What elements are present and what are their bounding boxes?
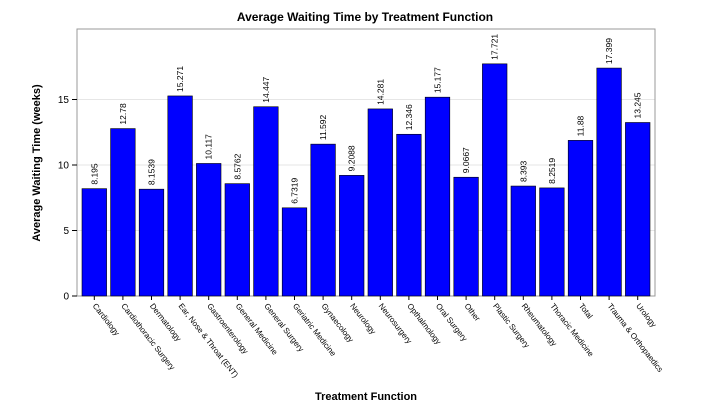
bar [339, 175, 365, 297]
bar [625, 122, 651, 297]
bar [138, 188, 165, 297]
data-label: 11.592 [318, 115, 328, 141]
x-tick-label: Ear, Nose & Throat (ENT) [177, 302, 241, 380]
x-tick-label: Cardiology [91, 302, 122, 338]
bar [196, 163, 222, 297]
bar [567, 140, 594, 297]
data-label: 14.447 [261, 76, 271, 102]
chart-title: Average Waiting Time by Treatment Functi… [237, 10, 493, 24]
data-label: 8.2519 [547, 158, 557, 184]
data-label: 13.245 [633, 92, 643, 118]
y-axis: 0 5 10 15 [58, 95, 77, 303]
bar [510, 185, 536, 297]
data-label: 14.281 [375, 79, 385, 105]
data-label: 9.0667 [461, 147, 471, 173]
data-label: 15.271 [175, 66, 185, 92]
bar [224, 183, 250, 297]
data-label: 15.177 [433, 67, 443, 93]
bar [81, 188, 107, 297]
data-label: 11.88 [576, 115, 586, 136]
data-label: 17.399 [604, 38, 614, 64]
x-tick-label: Other [463, 302, 483, 324]
bar [253, 106, 279, 297]
data-label: 12.346 [404, 104, 414, 130]
bars [81, 63, 651, 297]
y-tick-label: 0 [63, 292, 69, 303]
bar [110, 128, 136, 297]
bar [453, 176, 479, 297]
data-label: 6.7319 [290, 178, 300, 204]
bar [367, 108, 393, 297]
y-axis-label: Average Waiting Time (weeks) [31, 84, 43, 242]
x-tick-label: Cardiothoracic Surgery [119, 302, 176, 372]
bar [424, 96, 451, 297]
y-tick-label: 15 [58, 95, 70, 106]
y-tick-label: 10 [58, 161, 70, 172]
data-label: 8.5762 [232, 153, 242, 179]
data-labels: 8.195 12.78 8.1539 15.271 10.117 8.5762 14.447… [89, 34, 642, 204]
x-tick-label: Trauma & Orthopaedics [606, 302, 665, 374]
bar [539, 187, 565, 297]
bar [281, 207, 308, 297]
y-tick-label: 5 [63, 226, 69, 237]
data-label: 17.721 [490, 34, 500, 60]
x-tick-label: Neurology [348, 302, 378, 336]
bar [482, 63, 508, 297]
data-label: 10.117 [204, 134, 214, 160]
data-label: 8.195 [89, 163, 99, 185]
bar [167, 95, 193, 297]
x-tick-label: Urology [634, 302, 658, 329]
bar [310, 143, 336, 297]
x-axis-label: Treatment Function [315, 391, 417, 403]
data-label: 8.1539 [147, 159, 157, 185]
plot-frame [76, 28, 656, 297]
data-label: 12.78 [118, 103, 128, 125]
bar [596, 67, 622, 297]
x-tick-label: Total [577, 302, 595, 321]
plot-area: 8.195 12.78 8.1539 15.271 10.117 8.5762 14.447… [58, 28, 665, 380]
bar [396, 133, 422, 297]
data-label: 8.393 [518, 161, 528, 183]
data-label: 9.2088 [347, 145, 357, 171]
